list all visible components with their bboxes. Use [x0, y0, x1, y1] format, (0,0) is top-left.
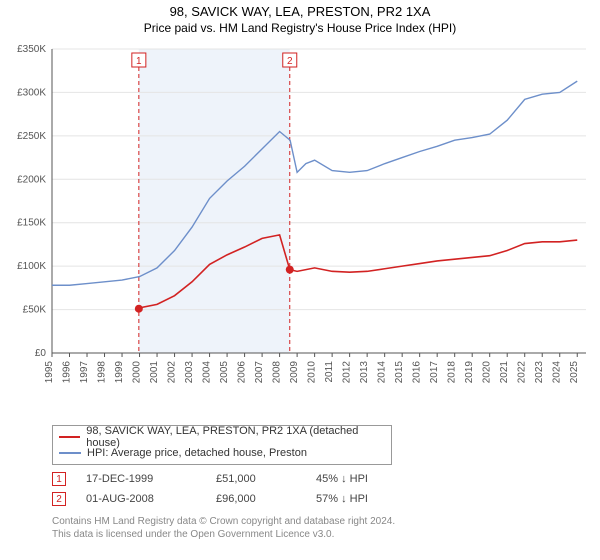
chart-plot-area: £0 £50K £100K £150K £200K £250K £300K £350K 1995…	[6, 41, 594, 421]
svg-text:2019: 2019	[464, 361, 475, 384]
sale-marker-icon: 2	[52, 492, 66, 506]
legend-label: 98, SAVICK WAY, LEA, PRESTON, PR2 1XA (d…	[86, 425, 385, 449]
svg-text:2013: 2013	[359, 361, 370, 384]
legend-box: 98, SAVICK WAY, LEA, PRESTON, PR2 1XA (d…	[52, 425, 392, 465]
svg-text:2002: 2002	[167, 361, 178, 384]
svg-text:£300K: £300K	[17, 87, 46, 98]
sale-price: £96,000	[216, 493, 296, 505]
svg-text:2023: 2023	[534, 361, 545, 384]
svg-text:2003: 2003	[184, 361, 195, 384]
svg-text:2001: 2001	[149, 361, 160, 384]
svg-text:2025: 2025	[569, 361, 580, 384]
svg-text:2000: 2000	[132, 361, 143, 384]
svg-text:1998: 1998	[97, 361, 108, 384]
chart-title: 98, SAVICK WAY, LEA, PRESTON, PR2 1XA	[6, 4, 594, 19]
svg-text:£350K: £350K	[17, 44, 46, 55]
svg-text:1999: 1999	[114, 361, 125, 384]
sale-row: 1 17-DEC-1999 £51,000 45% ↓ HPI	[52, 469, 594, 489]
legend-swatch	[59, 452, 81, 454]
svg-text:£50K: £50K	[23, 305, 47, 316]
sale-marker-icon: 1	[52, 472, 66, 486]
svg-text:£100K: £100K	[17, 261, 46, 272]
svg-text:2021: 2021	[499, 361, 510, 384]
sale-diff: 45% ↓ HPI	[316, 473, 416, 485]
svg-text:£0: £0	[35, 348, 47, 359]
svg-text:2009: 2009	[289, 361, 300, 384]
svg-text:£250K: £250K	[17, 131, 46, 142]
chart-subtitle: Price paid vs. HM Land Registry's House …	[6, 21, 594, 35]
sale-date: 01-AUG-2008	[86, 493, 196, 505]
svg-text:2015: 2015	[394, 361, 405, 384]
svg-text:1: 1	[136, 56, 142, 67]
title-block: 98, SAVICK WAY, LEA, PRESTON, PR2 1XA Pr…	[6, 4, 594, 35]
svg-text:1996: 1996	[62, 361, 73, 384]
svg-text:2012: 2012	[342, 361, 353, 384]
legend-item: 98, SAVICK WAY, LEA, PRESTON, PR2 1XA (d…	[59, 429, 385, 445]
chart-container: 98, SAVICK WAY, LEA, PRESTON, PR2 1XA Pr…	[0, 0, 600, 560]
svg-text:£150K: £150K	[17, 218, 46, 229]
svg-text:2004: 2004	[202, 361, 213, 384]
svg-text:1997: 1997	[79, 361, 90, 384]
sale-date: 17-DEC-1999	[86, 473, 196, 485]
svg-text:2: 2	[287, 56, 293, 67]
svg-text:2010: 2010	[307, 361, 318, 384]
sale-row: 2 01-AUG-2008 £96,000 57% ↓ HPI	[52, 489, 594, 509]
svg-text:2005: 2005	[219, 361, 230, 384]
attribution-footer: Contains HM Land Registry data © Crown c…	[52, 515, 594, 541]
svg-text:2014: 2014	[377, 361, 388, 384]
svg-text:2006: 2006	[237, 361, 248, 384]
legend-label: HPI: Average price, detached house, Pres…	[87, 447, 307, 459]
svg-text:2011: 2011	[324, 361, 335, 383]
svg-text:1995: 1995	[44, 361, 55, 384]
sale-events-table: 1 17-DEC-1999 £51,000 45% ↓ HPI 2 01-AUG-2008…	[52, 469, 594, 509]
svg-text:2007: 2007	[254, 361, 265, 384]
svg-text:2024: 2024	[552, 361, 563, 384]
sale-price: £51,000	[216, 473, 296, 485]
line-chart-svg: £0 £50K £100K £150K £200K £250K £300K £350K 1995…	[6, 41, 594, 421]
svg-text:2008: 2008	[272, 361, 283, 384]
legend-swatch	[59, 436, 80, 438]
footer-line: This data is licensed under the Open Gov…	[52, 528, 594, 541]
svg-text:2022: 2022	[517, 361, 528, 384]
sale-diff: 57% ↓ HPI	[316, 493, 416, 505]
svg-text:2018: 2018	[447, 361, 458, 384]
svg-text:2017: 2017	[429, 361, 440, 384]
svg-text:2020: 2020	[482, 361, 493, 384]
svg-text:£200K: £200K	[17, 174, 46, 185]
svg-text:2016: 2016	[412, 361, 423, 384]
footer-line: Contains HM Land Registry data © Crown c…	[52, 515, 594, 528]
